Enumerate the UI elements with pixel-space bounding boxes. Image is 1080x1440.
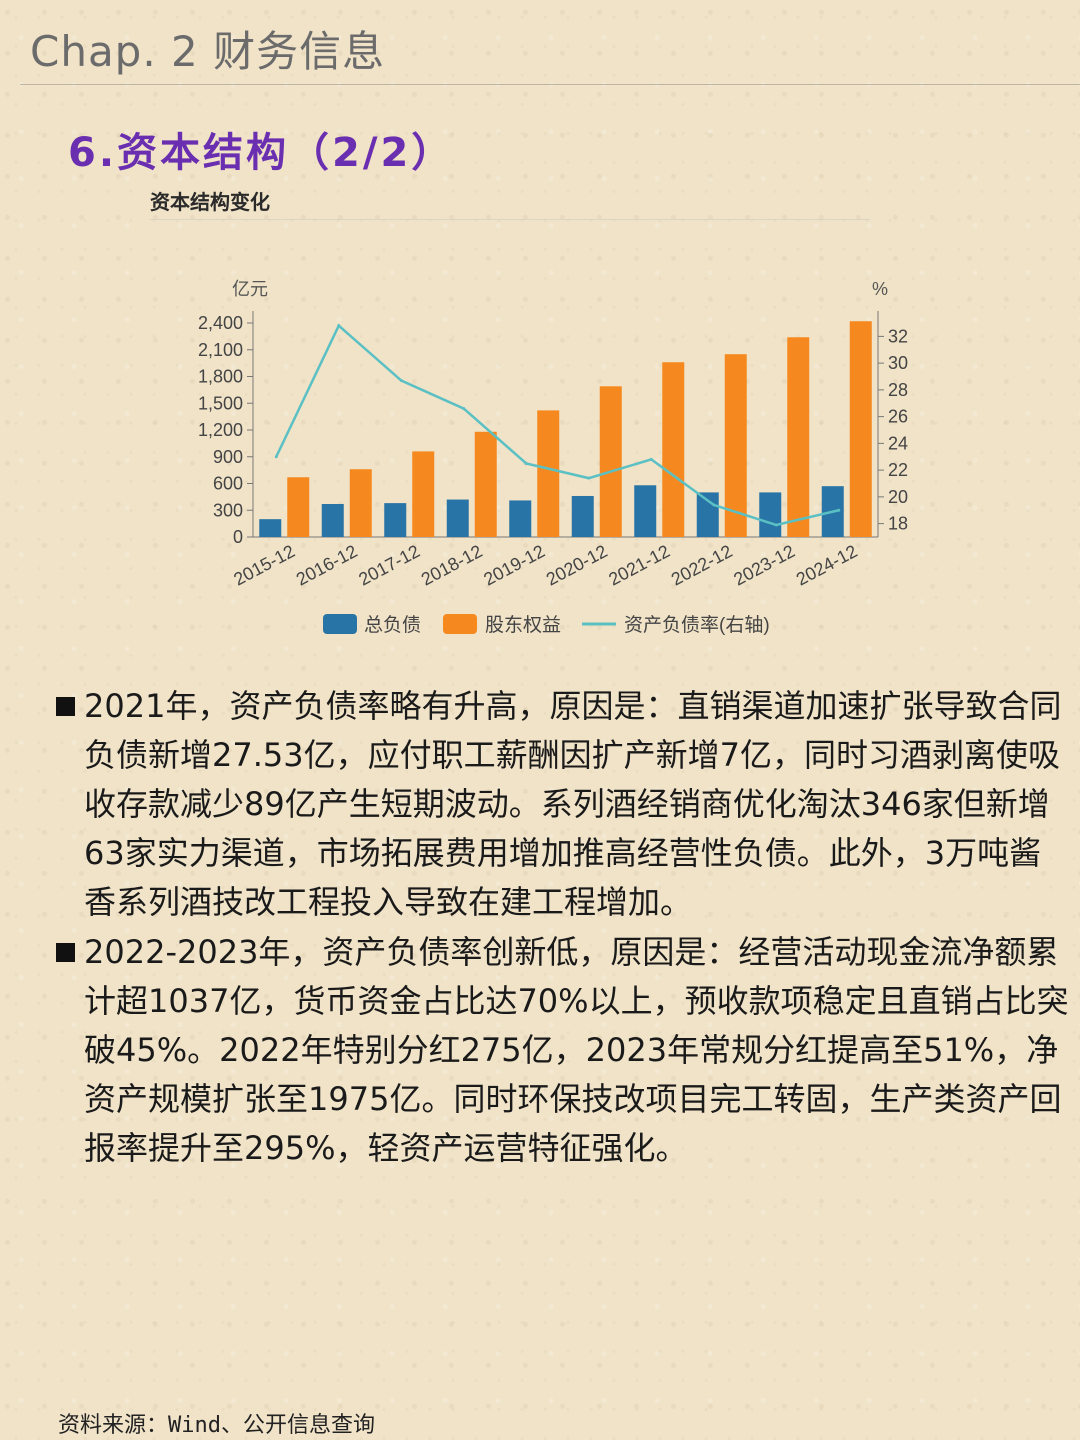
y-tick-label: 2,400 [198,313,243,333]
x-tick-label: 2020-12 [543,541,611,590]
bar-total-liabilities [571,495,594,537]
x-tick-label: 2015-12 [230,541,298,590]
bar-shareholder-equity [662,362,685,537]
bar-total-liabilities [321,504,344,537]
bar-shareholder-equity [412,451,435,537]
y-tick-label: 1,200 [198,420,243,440]
y-tick-label: 900 [213,447,243,467]
x-tick-label: 2021-12 [605,541,673,590]
point-debt-ratio [462,407,466,411]
analysis-text: 2021年，资产负债率略有升高，原因是：直销渠道加速扩张导致合同负债新增27.5… [56,682,1072,1174]
paragraph-text: 2021年，资产负债率略有升高，原因是：直销渠道加速扩张导致合同负债新增27.5… [84,687,1062,921]
legend-label-debt-ratio: 资产负债率(右轴) [624,614,770,636]
point-debt-ratio [524,461,528,465]
bullet-square [56,697,75,716]
point-debt-ratio [337,324,341,328]
y2-tick-label: 18 [888,514,908,534]
line-debt-ratio [275,323,840,527]
legend-label-shareholder-equity: 股东权益 [485,614,561,636]
point-debt-ratio [774,523,778,527]
y2-tick-label: 24 [888,433,908,453]
chapter-header: Chap. 2 财务信息 [30,27,386,76]
paragraph-text: 2022-2023年，资产负债率创新低，原因是：经营活动现金流净额累计超1037… [84,933,1069,1167]
point-debt-ratio [649,457,653,461]
bar-total-liabilities [759,492,782,537]
legend-swatch-total-liabilities [323,614,357,634]
section-title: 6.资本结构（2/2） [68,130,455,176]
capital-structure-chart: 亿元 % 0 300 600 900 1,200 1,500 1,800 2,100 2,400 18… [198,279,908,636]
x-tick-label: 2024-12 [793,541,861,590]
bar-total-liabilities [634,485,657,537]
bar-shareholder-equity [474,431,497,537]
paragraph-2021: 2021年，资产负债率略有升高，原因是：直销渠道加速扩张导致合同负债新增27.5… [56,682,1072,927]
bar-shareholder-equity [787,337,810,537]
y-tick-label: 1,800 [198,367,243,387]
x-tick-label: 2016-12 [293,541,361,590]
point-debt-ratio [274,455,278,459]
y-tick-label: 2,100 [198,340,243,360]
y-axis-unit-label: 亿元 [232,279,268,299]
point-debt-ratio [837,508,841,512]
legend-label-total-liabilities: 总负债 [364,614,421,636]
chart-title: 资本结构变化 [150,190,270,214]
bar-shareholder-equity [724,354,747,537]
chart-title-divider [150,219,870,220]
y2-tick-label: 26 [888,407,908,427]
bar-total-liabilities [509,500,532,537]
bar-shareholder-equity [349,469,372,537]
y2-axis-unit-label: % [872,279,888,299]
bar-total-liabilities [384,503,407,537]
bar-total-liabilities [446,499,469,537]
bar-shareholder-equity [537,410,560,537]
bullet-square [56,943,75,962]
y2-tick-label: 28 [888,380,908,400]
y2-tick-label: 32 [888,326,908,346]
bar-total-liabilities [259,519,282,537]
y-tick-label: 300 [213,500,243,520]
header-divider [20,84,1080,85]
point-debt-ratio [587,476,591,480]
x-tick-label: 2017-12 [355,541,423,590]
x-tick-label: 2018-12 [418,541,486,590]
x-tick-label: 2019-12 [480,541,548,590]
bar-shareholder-equity [599,386,622,537]
y2-tick-label: 20 [888,487,908,507]
x-tick-label: 2022-12 [668,541,736,590]
bar-shareholder-equity [287,477,310,537]
point-debt-ratio [399,379,403,383]
y-tick-label: 1,500 [198,393,243,413]
x-tick-label: 2023-12 [730,541,798,590]
y-tick-label: 600 [213,474,243,494]
source-note: 资料来源：Wind、公开信息查询 [58,1413,375,1438]
legend-swatch-shareholder-equity [443,614,477,634]
paragraph-2022-2023: 2022-2023年，资产负债率创新低，原因是：经营活动现金流净额累计超1037… [56,928,1072,1173]
bar-shareholder-equity [849,321,872,537]
y-tick-label: 0 [233,527,243,547]
y2-tick-label: 30 [888,353,908,373]
point-debt-ratio [712,503,716,507]
y2-tick-label: 22 [888,460,908,480]
